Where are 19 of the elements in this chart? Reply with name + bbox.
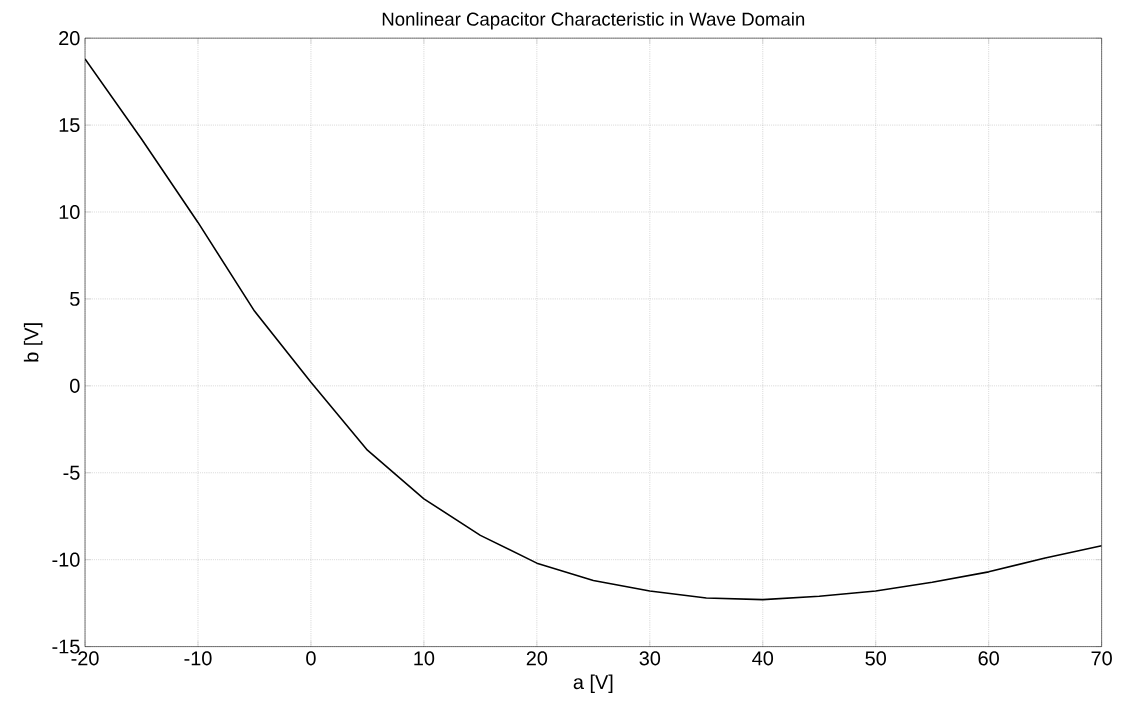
y-tick-label: 10 xyxy=(59,205,80,220)
x-tick-label: 70 xyxy=(1091,651,1112,666)
y-axis-title: b [V] xyxy=(23,323,43,362)
x-tick-label: 60 xyxy=(978,651,999,666)
y-tick-label: 20 xyxy=(59,31,80,46)
y-tick-label: -5 xyxy=(63,465,80,480)
x-tick-label: 20 xyxy=(526,651,548,666)
x-axis-title: a [V] xyxy=(573,674,613,694)
x-tick-label: -10 xyxy=(184,651,212,666)
x-tick-label: 50 xyxy=(865,651,887,666)
chart-title: Nonlinear Capacitor Characteristic in Wave Domain xyxy=(382,12,805,30)
y-tick-label: 5 xyxy=(70,292,80,306)
x-tick-label: 10 xyxy=(414,651,435,666)
x-tick-label: 30 xyxy=(639,651,661,666)
y-tick-label: -10 xyxy=(52,552,80,567)
y-tick-label: 15 xyxy=(59,118,80,133)
x-tick-label: 40 xyxy=(752,651,774,666)
y-tick-label: 0 xyxy=(70,378,80,394)
x-tick-label: 0 xyxy=(306,651,316,666)
